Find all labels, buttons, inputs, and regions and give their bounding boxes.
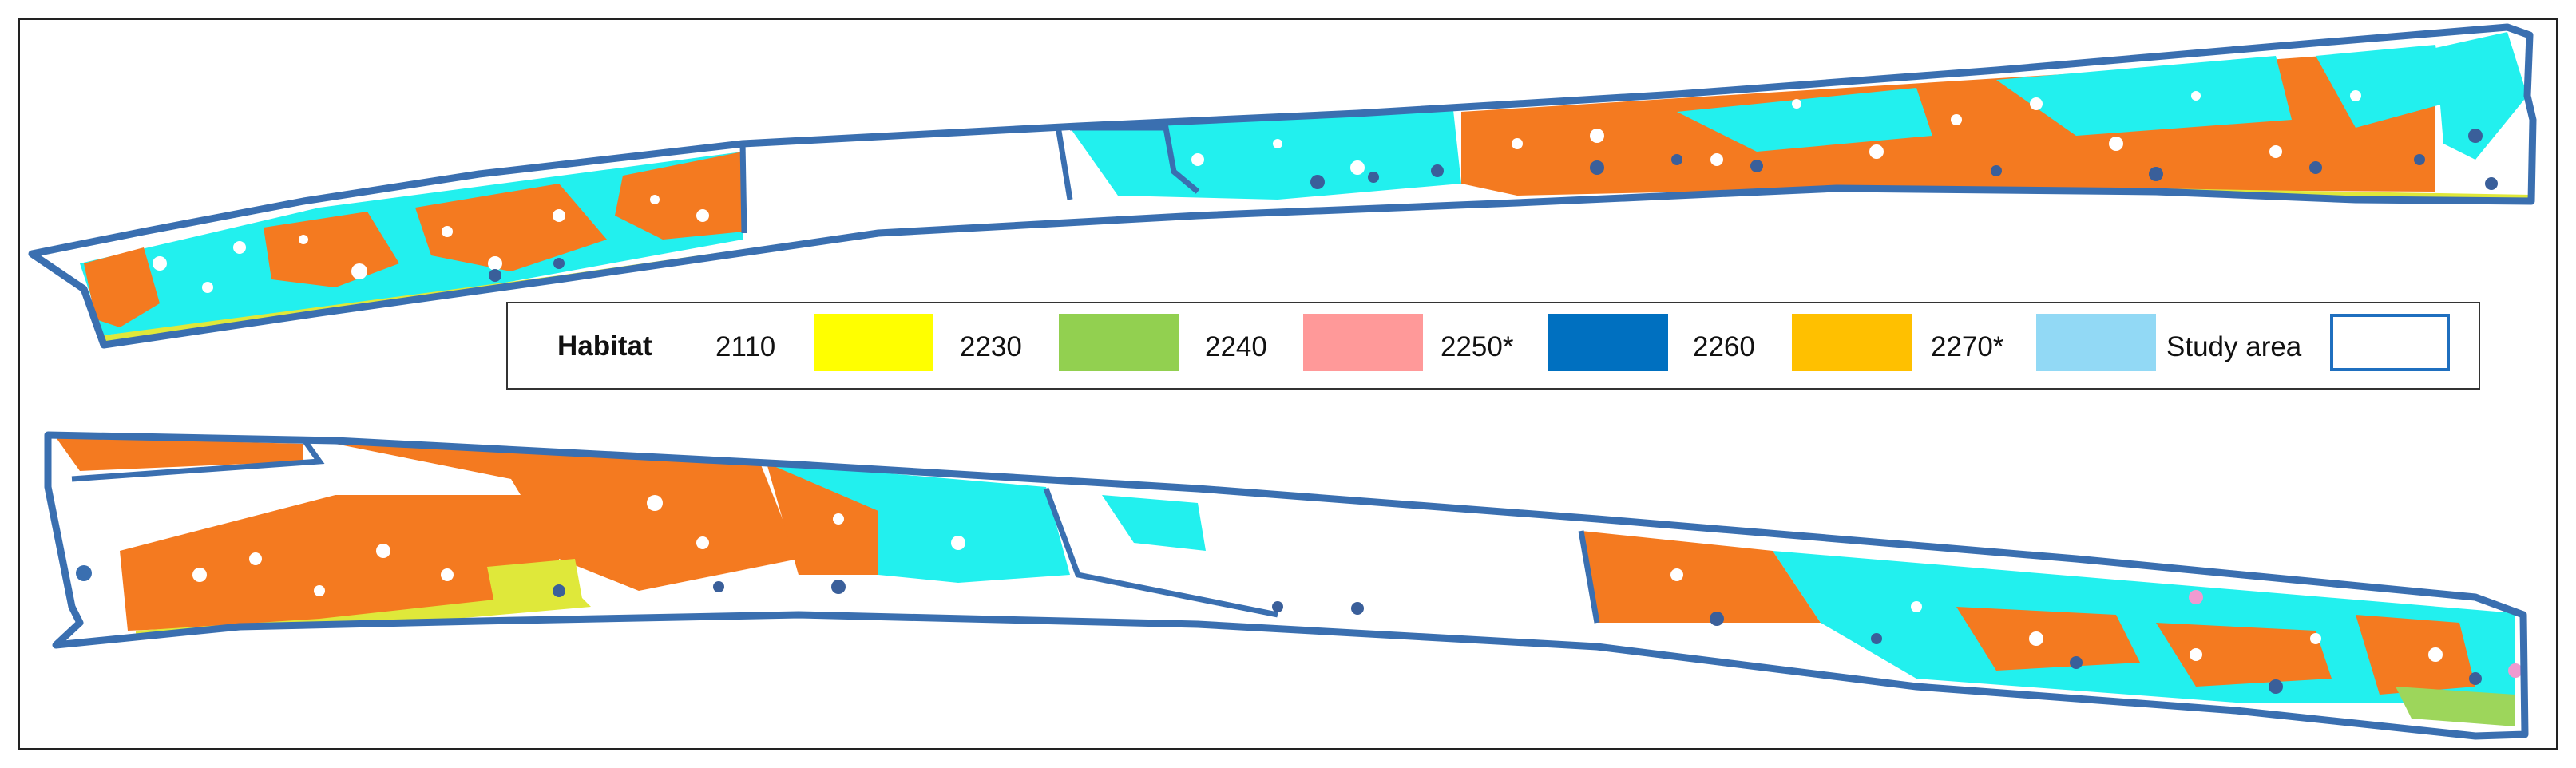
top-orange-east <box>1461 48 2435 196</box>
legend-label-2250: 2250* <box>1441 331 1514 362</box>
bottom-cyan-midwest <box>767 463 1070 583</box>
bottom-cyan-small <box>1102 495 1206 551</box>
legend-label-2110: 2110 <box>715 331 776 362</box>
legend-swatch-2110 <box>814 314 933 371</box>
top-cyan-east-1 <box>1677 88 1932 152</box>
legend-label-2240: 2240 <box>1205 331 1267 362</box>
bottom-green-east <box>2396 687 2515 726</box>
legend-swatch-2260 <box>1792 314 1912 371</box>
top-cyan-east-2 <box>1996 56 2292 136</box>
bottom-orange-west-1 <box>56 437 303 471</box>
top-orange-west-3 <box>415 184 607 271</box>
bottom-pink-spots <box>2189 590 2522 678</box>
top-dark-spots <box>489 129 2498 282</box>
legend-swatch-2270 <box>2036 314 2156 371</box>
top-cyan-east-3 <box>2316 45 2443 128</box>
bottom-strip <box>44 431 2529 740</box>
legend-swatch-2250 <box>1548 314 1668 371</box>
legend-swatch-2240 <box>1303 314 1423 371</box>
legend-label-2270: 2270* <box>1931 331 2004 362</box>
top-strip-outline <box>28 23 2537 349</box>
bottom-orange-west-3 <box>335 444 799 591</box>
legend-label-study-area: Study area <box>2166 331 2302 362</box>
bottom-yellow-band-2 <box>487 559 583 607</box>
top-white-gap <box>743 128 1070 236</box>
legend-swatch-2230 <box>1059 314 1179 371</box>
legend-title: Habitat <box>557 331 652 362</box>
bottom-cyan-east <box>1773 551 2515 703</box>
bottom-orange-east-3 <box>2356 615 2475 695</box>
bottom-orange-east-2 <box>2156 623 2332 687</box>
bottom-orange-west-2 <box>120 495 559 631</box>
top-cyan-east-4 <box>2435 32 2527 160</box>
bottom-orange-mideast <box>1581 531 1821 623</box>
bottom-white-speckles <box>192 495 2443 662</box>
bottom-dark-spots <box>553 580 2482 694</box>
top-white-speckles <box>153 90 2361 293</box>
legend: Habitat 2110 2230 2240 2250* 2260 2270* … <box>506 302 2480 390</box>
bottom-orange-east-1 <box>1956 607 2140 671</box>
legend-swatch-study-area <box>2330 314 2450 371</box>
bottom-strip-outline <box>44 431 2529 740</box>
top-orange-west-4 <box>615 152 744 240</box>
top-orange-west-1 <box>84 247 160 327</box>
legend-label-2260: 2260 <box>1693 331 1755 362</box>
top-cyan-west <box>80 152 743 335</box>
legend-label-2230: 2230 <box>960 331 1022 362</box>
